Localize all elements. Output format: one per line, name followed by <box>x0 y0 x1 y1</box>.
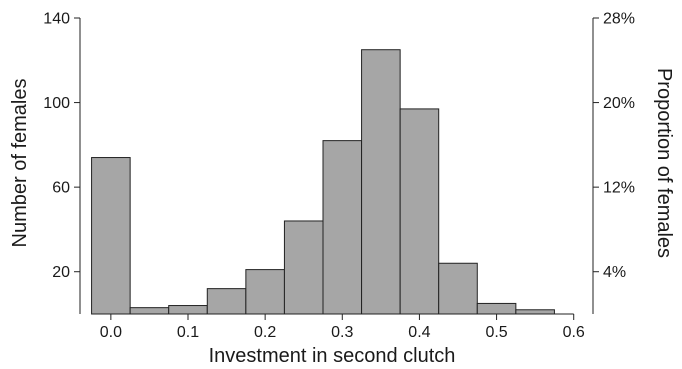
bar-6 <box>322 140 363 315</box>
bar-10 <box>476 302 517 315</box>
bar-2 <box>168 305 208 315</box>
x-axis-title: Investment in second clutch <box>209 345 456 367</box>
x-tick-label-0: 0.0 <box>100 324 122 341</box>
x-tick-label-1: 0.1 <box>177 324 199 341</box>
x-tick-label-4: 0.4 <box>408 324 430 341</box>
y-tick-label-1: 60 <box>52 180 70 197</box>
bar-8 <box>399 108 440 315</box>
y2-tick-label-0: 4% <box>603 264 626 281</box>
x-tick-label-5: 0.5 <box>485 324 507 341</box>
y-tick-label-3: 140 <box>43 11 70 28</box>
y2-tick-label-2: 20% <box>603 95 635 112</box>
bar-3 <box>206 288 247 315</box>
bar-0 <box>91 157 131 315</box>
y-axis-title: Number of females <box>9 79 31 248</box>
bar-1 <box>129 307 170 315</box>
y2-tick-label-1: 12% <box>603 180 635 197</box>
axes-group: 0.0 0.1 0.2 0.3 0.4 0.5 0.6 20 60 100 140 4% 12% 20% 2… <box>43 11 635 342</box>
bar-9 <box>438 262 478 315</box>
y2-axis-title: Proportion of females <box>653 68 675 258</box>
x-tick-label-2: 0.2 <box>254 324 276 341</box>
x-tick-label-3: 0.3 <box>331 324 353 341</box>
bars-group <box>91 49 555 315</box>
bar-7 <box>361 49 401 315</box>
y-tick-label-0: 20 <box>52 264 70 281</box>
bar-5 <box>283 220 324 315</box>
x-tick-label-6: 0.6 <box>563 324 585 341</box>
bar-4 <box>245 269 285 315</box>
bar-11 <box>515 309 555 315</box>
y2-tick-label-3: 28% <box>603 11 635 28</box>
y-tick-label-2: 100 <box>43 95 70 112</box>
